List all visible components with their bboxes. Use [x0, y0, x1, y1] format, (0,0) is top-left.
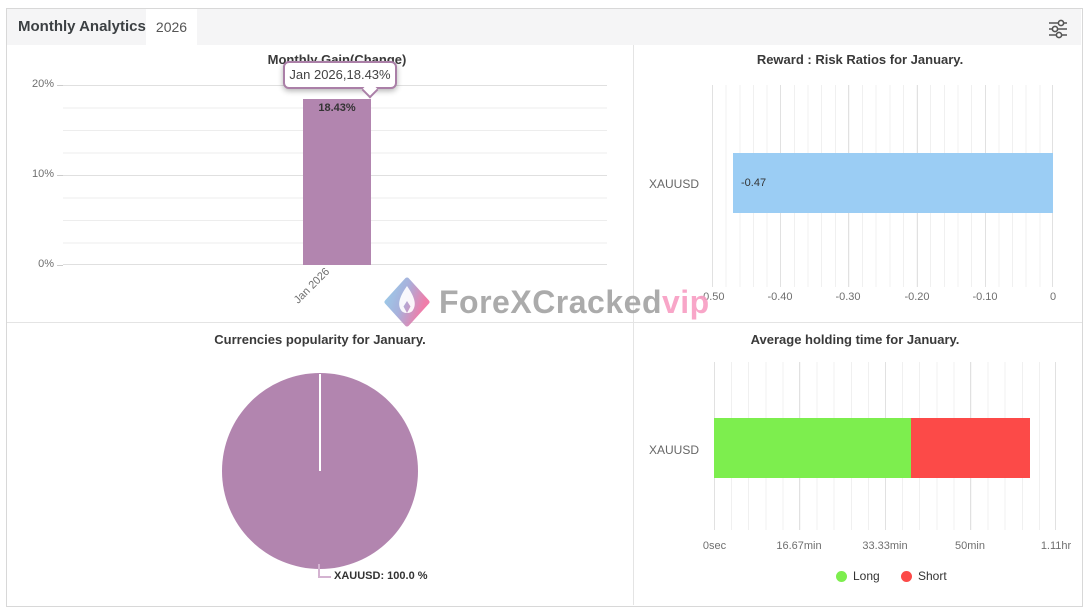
gain-y-tick-10: 10% [31, 168, 54, 180]
legend-label-short[interactable]: Short [918, 569, 947, 583]
gain-y-tickmark [57, 175, 63, 176]
gain-y-tickmark [57, 85, 63, 86]
reward-risk-bar-xauusd[interactable] [733, 153, 1053, 213]
legend-dot-long[interactable] [836, 571, 847, 582]
pie-slice-divider [319, 374, 321, 471]
holding-time-bar-long[interactable] [714, 418, 911, 478]
rr-x-tick: -0.50 [699, 291, 725, 303]
gain-tooltip: Jan 2026,18.43% [283, 61, 397, 89]
holding-time-title: Average holding time for January. [750, 332, 960, 347]
filter-sliders-icon[interactable] [1046, 17, 1070, 41]
reward-risk-category-label: XAUUSD [648, 177, 699, 191]
pie-label-connector [318, 564, 331, 578]
popularity-title: Currencies popularity for January. [214, 332, 426, 347]
rr-x-tick: -0.20 [904, 291, 930, 303]
reward-risk-title: Reward : Risk Ratios for January. [756, 52, 964, 67]
legend-dot-short[interactable] [901, 571, 912, 582]
rr-x-tick: -0.10 [972, 291, 998, 303]
ht-x-tick: 0sec [702, 540, 727, 552]
page-title: Monthly Analytics [18, 18, 146, 35]
gain-y-tick-0: 0% [38, 258, 54, 270]
ht-x-tick: 50min [955, 540, 985, 552]
gain-bar-jan-2026[interactable] [303, 99, 371, 265]
rr-x-tick: -0.40 [767, 291, 793, 303]
holding-time-bar-short[interactable] [911, 418, 1030, 478]
gain-bar-value-label: 18.43% [318, 102, 356, 114]
pie-slice-label: XAUUSD: 100.0 % [334, 570, 428, 582]
gridline [1055, 362, 1056, 530]
rr-x-tick: -0.30 [835, 291, 861, 303]
panel-divider-horizontal [7, 322, 1082, 323]
reward-risk-bar-value-label: -0.47 [741, 177, 767, 189]
ht-x-tick: 1.11hr [1040, 540, 1072, 552]
ht-x-tick: 16.67min [776, 540, 822, 552]
tab-year-2026[interactable]: 2026 [146, 9, 197, 45]
ht-x-tick: 33.33min [862, 540, 908, 552]
holding-time-category-label: XAUUSD [648, 443, 699, 457]
panel-divider-vertical [633, 45, 634, 605]
gridline [712, 85, 713, 287]
rr-x-tick: 0 [1049, 291, 1057, 303]
gain-y-tick-20: 20% [31, 78, 54, 90]
legend-label-long[interactable]: Long [853, 569, 880, 583]
gain-y-tickmark [57, 265, 63, 266]
